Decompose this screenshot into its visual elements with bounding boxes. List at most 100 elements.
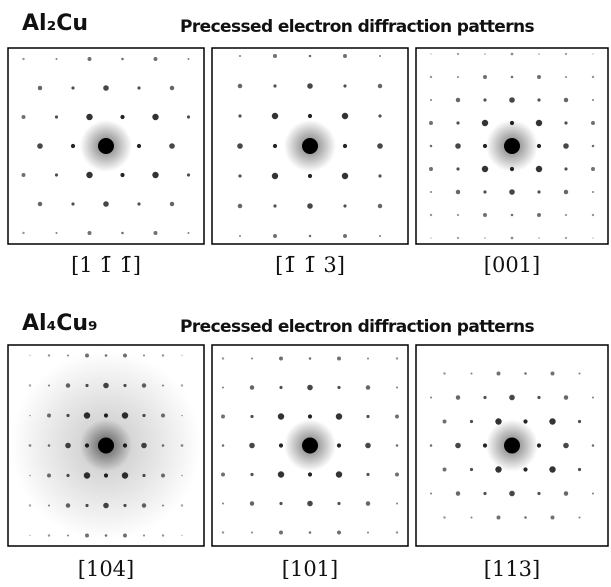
diffraction-spot — [66, 534, 70, 537]
diffraction-spot — [538, 237, 540, 239]
diffraction-spot — [86, 171, 93, 179]
diffraction-spot — [153, 231, 158, 235]
diffraction-spot — [578, 372, 581, 375]
diffraction-spot — [564, 52, 568, 56]
diffraction-spot — [495, 418, 502, 425]
diffraction-spot — [22, 231, 25, 235]
diffraction-spot — [337, 385, 341, 390]
diffraction-spot — [279, 385, 283, 390]
diffraction-spot — [186, 115, 191, 119]
diffraction-spot — [169, 85, 175, 91]
diffraction-spot — [141, 383, 147, 388]
diffraction-spot — [47, 384, 51, 387]
diffraction-spot — [98, 437, 114, 454]
diffraction-spot — [65, 503, 71, 508]
zone-axis-label: [101] — [282, 557, 338, 581]
diffraction-spot — [563, 491, 569, 496]
diffraction-spot — [496, 371, 501, 376]
diffraction-spot — [29, 414, 31, 417]
diffraction-spot — [221, 414, 225, 419]
diffraction-spot — [510, 75, 514, 79]
diffraction-spot — [221, 472, 225, 477]
diffraction-spot — [142, 413, 146, 418]
diffraction-spot — [509, 394, 515, 401]
diffraction-spot — [66, 473, 70, 478]
diffraction-spot — [484, 237, 486, 239]
diffraction-spot — [180, 384, 184, 387]
diffraction-spot — [429, 167, 433, 171]
diffraction-spot — [366, 357, 370, 360]
diffraction-spot — [47, 444, 51, 447]
diffraction-spot — [523, 467, 528, 472]
diffraction-spot — [481, 165, 489, 173]
diffraction-spot — [524, 516, 527, 519]
diffraction-spot — [273, 84, 277, 88]
diffraction-spot — [549, 418, 556, 425]
diffraction-spot — [98, 138, 114, 154]
diffraction-spot — [536, 443, 542, 448]
diffraction-spot — [343, 204, 347, 208]
diffraction-spot — [377, 83, 383, 89]
diffraction-spot — [84, 443, 90, 448]
zone-axis-label: [001] — [484, 253, 540, 277]
diffraction-spot — [537, 395, 541, 400]
diffraction-spot — [121, 57, 124, 61]
diffraction-spot — [28, 444, 32, 447]
diffraction-spot — [365, 385, 371, 390]
diffraction-spot — [37, 143, 43, 149]
diffraction-spot — [271, 172, 279, 180]
diffraction-spot — [123, 503, 127, 508]
diffraction-spot — [22, 57, 25, 61]
diffraction-spot — [469, 419, 474, 424]
diffraction-spot — [495, 466, 502, 473]
diffraction-spot — [186, 173, 191, 177]
panel-frame — [7, 47, 205, 245]
diffraction-spot — [395, 502, 399, 505]
diffraction-spot — [37, 85, 43, 91]
diffraction-spot — [123, 383, 127, 388]
diffraction-spot — [591, 98, 595, 102]
diffraction-spot — [273, 204, 277, 208]
diffraction-spot — [429, 98, 433, 102]
diffraction-spot — [482, 443, 488, 448]
diffraction-spot — [29, 474, 31, 477]
diffraction-spot — [470, 516, 473, 519]
diffraction-spot — [307, 113, 313, 119]
diffraction-spot — [537, 213, 541, 217]
diffraction-spot — [153, 57, 158, 61]
diffraction-spot — [563, 189, 569, 195]
diffraction-spot — [141, 503, 147, 508]
diffraction-spot — [483, 98, 487, 102]
diffraction-spot — [279, 356, 283, 361]
diffraction-spot — [187, 57, 190, 61]
diffraction-spot — [377, 143, 383, 149]
diffraction-spot — [120, 114, 125, 120]
diffraction-spot — [221, 531, 225, 534]
diffraction-spot — [65, 383, 71, 388]
diffraction-spot — [564, 236, 568, 240]
diffraction-spot — [455, 395, 461, 400]
diffraction-spot — [335, 471, 343, 478]
diffraction-spot — [484, 53, 486, 55]
diffraction-spot — [187, 231, 190, 235]
diffraction-spot — [563, 395, 569, 400]
diffraction-spot — [336, 443, 342, 448]
diffraction-spot — [307, 500, 313, 507]
diffraction-spot — [71, 202, 75, 206]
diffraction-spot — [85, 383, 89, 388]
diffraction-spot — [308, 531, 312, 534]
diffraction-spot — [509, 120, 515, 126]
diffraction-spot — [279, 530, 283, 535]
diffraction-spot — [455, 97, 461, 103]
diffraction-spot — [277, 413, 285, 420]
diffraction-spot — [504, 437, 520, 454]
diffraction-spot — [85, 353, 89, 358]
diffraction-spot — [456, 75, 460, 79]
diffraction-spot — [238, 114, 242, 118]
diffraction-spot — [103, 382, 109, 389]
diffraction-spot — [469, 467, 474, 472]
zone-axis-label: [104] — [78, 557, 134, 581]
diffraction-spot — [578, 516, 581, 519]
diffraction-spot — [510, 236, 514, 240]
diffraction-spot — [181, 354, 183, 357]
